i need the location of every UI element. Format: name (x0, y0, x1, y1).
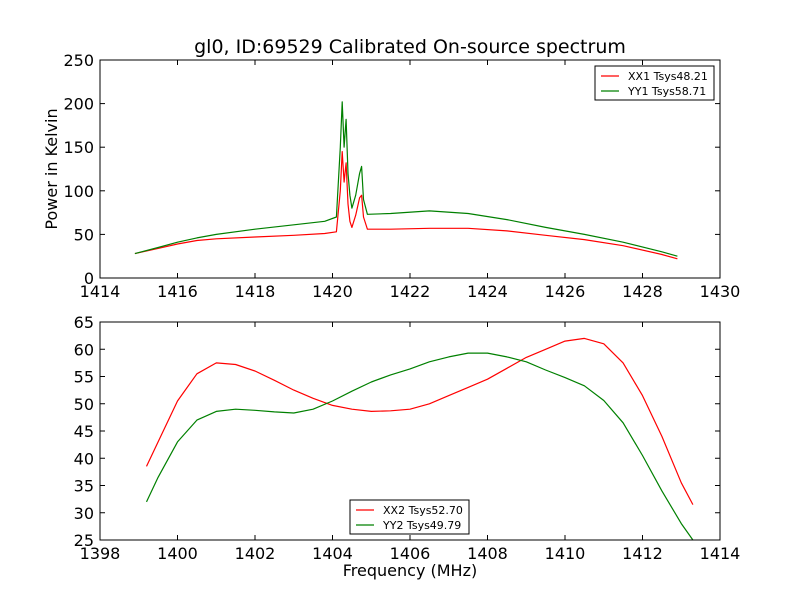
x-tick-label: 1406 (390, 544, 431, 563)
x-tick-label: 1424 (467, 282, 508, 301)
series-line-top-0 (134, 151, 678, 260)
legend-label-xx2: XX2 Tsys52.70 (383, 504, 463, 517)
x-tick-label: 1410 (545, 544, 586, 563)
y-tick-label: 150 (63, 138, 94, 157)
x-tick-label: 1422 (390, 282, 431, 301)
legend-label-yy2: YY2 Tsys49.79 (382, 519, 461, 532)
x-tick-label: 1420 (312, 282, 353, 301)
top-legend: XX1 Tsys48.21 YY1 Tsys58.71 (594, 65, 715, 101)
y-tick-label: 35 (74, 477, 94, 496)
x-tick-label: 1408 (467, 544, 508, 563)
x-axis-label: Frequency (MHz) (343, 561, 477, 580)
y-tick-label: 50 (74, 225, 94, 244)
series-line-bottom-1 (145, 352, 694, 541)
top-series-layer (134, 101, 678, 260)
x-tick-label: 1412 (622, 544, 663, 563)
legend-label-xx1: XX1 Tsys48.21 (628, 70, 708, 83)
x-tick-label: 1398 (80, 544, 121, 563)
y-tick-label: 200 (63, 95, 94, 114)
top-spectrum-panel: 1414 1416 1418 1420 1422 1424 1426 1428 1430 0 50 1… (42, 51, 740, 301)
bottom-spectrum-panel: 1398 1400 1402 1404 1406 1408 1410 1412 1414 25 30… (74, 313, 741, 580)
y-tick-label: 25 (74, 531, 94, 550)
y-tick-label: 45 (74, 422, 94, 441)
x-tick-label: 1404 (312, 544, 353, 563)
x-tick-label: 1428 (622, 282, 663, 301)
series-line-top-1 (134, 101, 678, 257)
top-legend-box (594, 65, 715, 101)
bottom-legend: XX2 Tsys52.70 YY2 Tsys49.79 (349, 499, 470, 535)
bottom-legend-box (349, 499, 470, 535)
x-tick-label: 1400 (157, 544, 198, 563)
x-tick-label: 1414 (700, 544, 741, 563)
y-tick-label: 30 (74, 504, 94, 523)
y-tick-label: 250 (63, 51, 94, 70)
bottom-series-layer (145, 337, 694, 541)
y-tick-label: 50 (74, 395, 94, 414)
x-tick-label: 1416 (157, 282, 198, 301)
top-ticks-layer: 1414 1416 1418 1420 1422 1424 1426 1428 1430 0 50 1… (63, 51, 740, 301)
legend-label-yy1: YY1 Tsys58.71 (627, 85, 706, 98)
y-tick-label: 65 (74, 313, 94, 332)
chart-title: gl0, ID:69529 Calibrated On-source spect… (194, 36, 626, 58)
x-tick-label: 1402 (235, 544, 276, 563)
series-line-bottom-0 (145, 337, 694, 505)
x-tick-label: 1426 (545, 282, 586, 301)
x-tick-label: 1430 (700, 282, 741, 301)
y-tick-label: 0 (84, 269, 94, 288)
top-y-axis-label: Power in Kelvin (42, 108, 61, 229)
bottom-ticks-layer: 1398 1400 1402 1404 1406 1408 1410 1412 1414 25 30… (74, 313, 741, 563)
y-tick-label: 40 (74, 449, 94, 468)
y-tick-label: 100 (63, 182, 94, 201)
x-tick-label: 1414 (80, 282, 121, 301)
y-tick-label: 60 (74, 340, 94, 359)
x-tick-label: 1418 (235, 282, 276, 301)
y-tick-label: 55 (74, 368, 94, 387)
